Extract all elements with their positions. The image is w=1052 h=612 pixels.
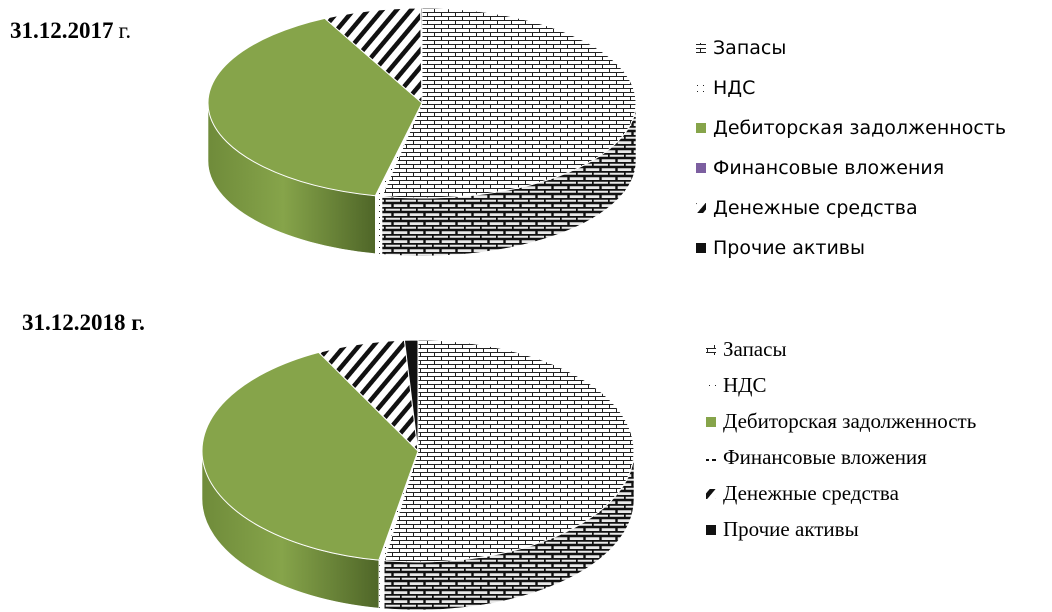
legend-swatch-финансовые-вложения — [706, 453, 716, 463]
slice-дебиторская-задолженность — [201, 351, 419, 561]
slice-запасы — [381, 7, 637, 199]
legend-label-финансовые-вложения: Финансовые вложения — [713, 157, 944, 179]
pie-chart-2: 31.12.2018 г. Запасы НДС Дебиторская задолж… — [22, 310, 976, 611]
legend-label-ндс: НДС — [713, 77, 755, 99]
side-ндс — [378, 559, 385, 609]
chart-title: 31.12.2018 г. — [22, 310, 145, 335]
legend-label-финансовые-вложения: Финансовые вложения — [723, 445, 927, 469]
legend-label-денежные-средства: Денежные средства — [713, 197, 918, 219]
legend-label-дебиторская-задолженность: Дебиторская задолженность — [723, 409, 976, 433]
legend-swatch-прочие-активы — [706, 525, 716, 535]
legend-label-запасы: Запасы — [723, 337, 787, 361]
legend-swatch-денежные-средства — [696, 203, 706, 213]
legend-label-прочие-активы: Прочие активы — [713, 237, 865, 259]
legend-label-денежные-средства: Денежные средства — [723, 481, 900, 505]
legend-label-дебиторская-задолженность: Дебиторская задолженность — [713, 117, 1006, 139]
chart-title: 31.12.2017 г. — [10, 18, 131, 43]
legend-swatch-денежные-средства — [706, 489, 716, 499]
legend-swatch-запасы — [696, 43, 706, 53]
pie-top — [201, 339, 635, 563]
legend-swatch-ндс — [696, 83, 706, 93]
side-ндс — [375, 195, 383, 255]
slice-прочие-активы — [420, 7, 423, 104]
legend-label-ндс: НДС — [723, 373, 767, 397]
chart-legend: Запасы НДС Дебиторская задолженность Финанс… — [696, 37, 1006, 259]
pie-top — [207, 7, 637, 199]
legend-swatch-дебиторская-задолженность — [696, 123, 706, 133]
legend-swatch-финансовые-вложения — [696, 163, 706, 173]
chart-legend: Запасы НДС Дебиторская задолженность Финанс… — [706, 337, 976, 541]
legend-label-запасы: Запасы — [713, 37, 786, 59]
slice-дебиторская-задолженность — [207, 17, 423, 197]
slice-запасы — [383, 339, 635, 563]
legend-swatch-ндс — [706, 381, 716, 391]
legend-swatch-запасы — [706, 345, 716, 355]
slice-денежные-средства — [323, 7, 423, 105]
legend-swatch-прочие-активы — [696, 243, 706, 253]
legend-swatch-дебиторская-задолженность — [706, 417, 716, 427]
slice-прочие-активы — [403, 339, 419, 452]
pie-chart-1: 31.12.2017 г. Запасы НДС Дебиторская задолже… — [10, 7, 1006, 259]
legend-label-прочие-активы: Прочие активы — [723, 517, 859, 541]
